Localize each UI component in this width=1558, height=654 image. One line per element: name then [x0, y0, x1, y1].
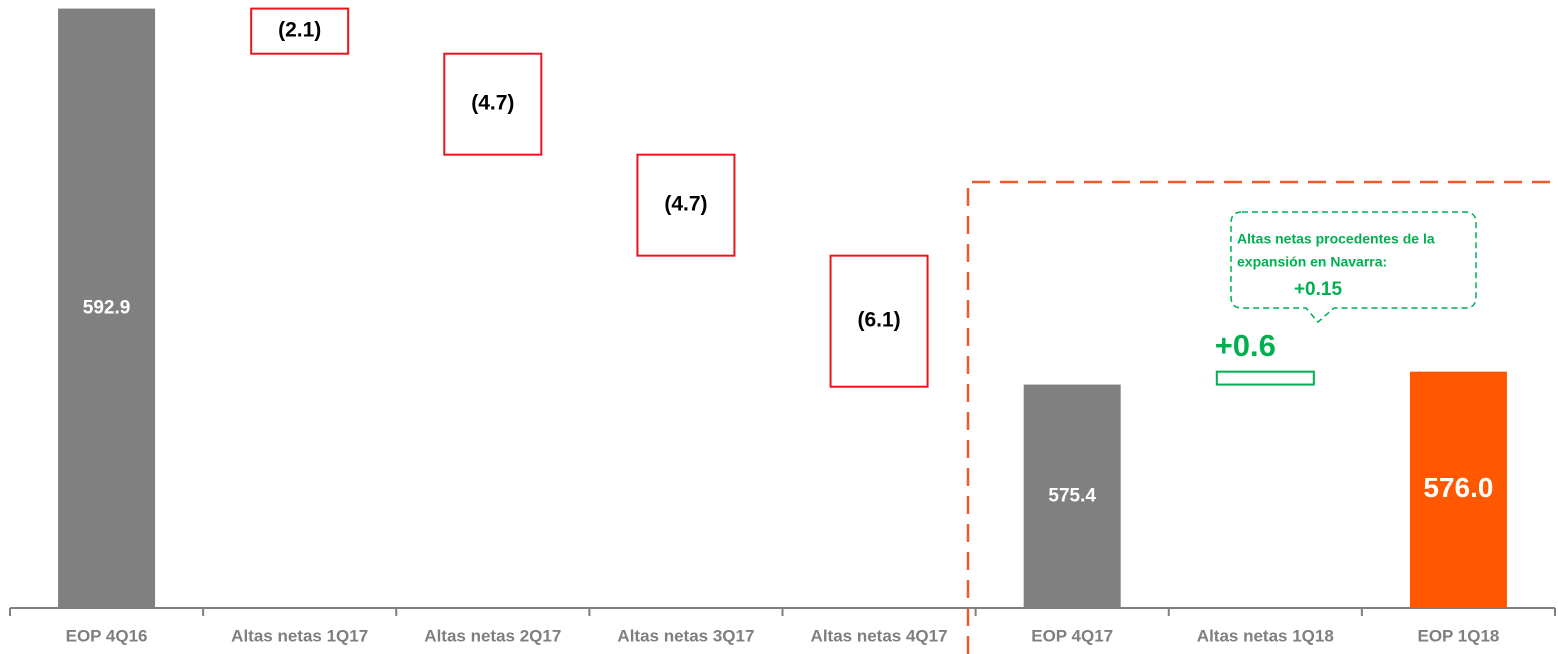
delta-bar	[250, 7, 350, 55]
callout-value: +0.15	[1294, 279, 1343, 300]
value-label: 592.9	[83, 297, 131, 318]
bar	[1023, 384, 1121, 608]
delta-bar	[1215, 370, 1315, 386]
x-tick-label: Altas netas 1Q18	[1197, 626, 1334, 645]
bar	[1409, 371, 1507, 608]
x-tick-label: Altas netas 2Q17	[424, 626, 561, 645]
value-label: 576.0	[1423, 472, 1493, 503]
callout-text: Altas netas procedentes de la	[1237, 231, 1435, 247]
x-tick-label: EOP 4Q17	[1031, 626, 1113, 645]
x-tick-label: Altas netas 3Q17	[617, 626, 754, 645]
delta-bar	[443, 52, 543, 156]
highlight-region	[966, 180, 1558, 654]
value-label: (4.7)	[664, 193, 707, 216]
value-label: 575.4	[1048, 485, 1096, 506]
bar	[58, 8, 156, 609]
value-label: (2.1)	[278, 19, 321, 42]
x-tick-label: EOP 4Q16	[66, 626, 148, 645]
value-label: +0.6	[1215, 328, 1276, 363]
callout-box	[1230, 211, 1477, 324]
value-label: (4.7)	[471, 92, 514, 115]
delta-bar	[829, 254, 929, 388]
x-tick-label: Altas netas 1Q17	[231, 626, 368, 645]
value-label: (6.1)	[857, 309, 900, 332]
x-tick-label: EOP 1Q18	[1417, 626, 1499, 645]
x-tick-label: Altas netas 4Q17	[811, 626, 948, 645]
callout-text: expansión en Navarra:	[1237, 254, 1387, 270]
delta-bar	[636, 153, 736, 257]
